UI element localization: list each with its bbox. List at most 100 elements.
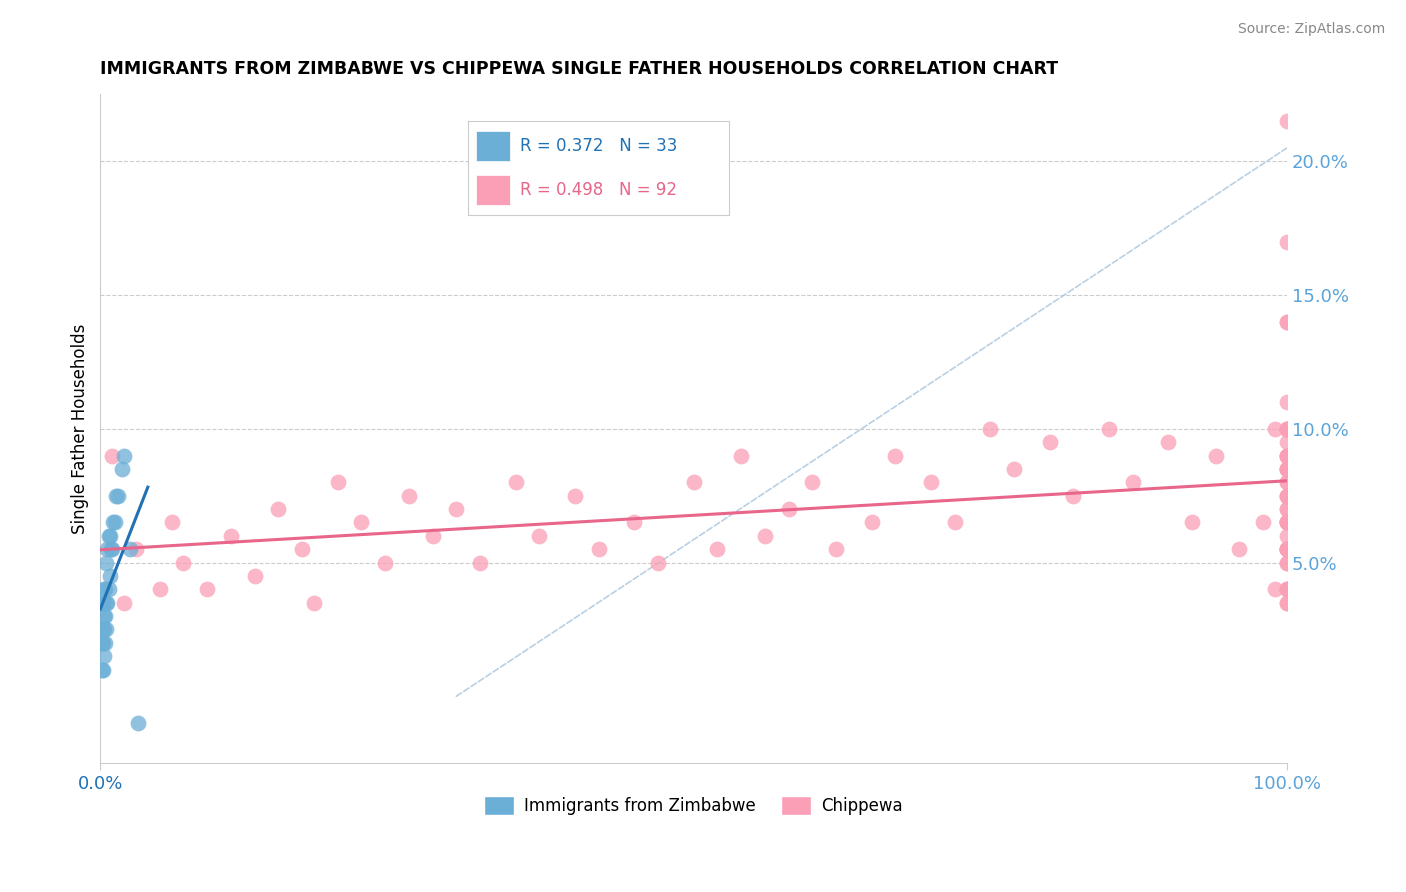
Point bbox=[91, 596, 114, 610]
Point bbox=[825, 542, 848, 557]
Point bbox=[96, 542, 118, 557]
Point bbox=[1275, 422, 1298, 436]
Point bbox=[1275, 114, 1298, 128]
Point bbox=[1275, 475, 1298, 490]
Point bbox=[1002, 462, 1025, 476]
Point bbox=[1275, 516, 1298, 530]
Point bbox=[1275, 462, 1298, 476]
Point bbox=[94, 609, 117, 624]
Point bbox=[1275, 582, 1298, 597]
Point bbox=[302, 596, 325, 610]
Point bbox=[291, 542, 314, 557]
Point bbox=[1275, 516, 1298, 530]
Point bbox=[1275, 542, 1298, 557]
Point bbox=[1205, 449, 1227, 463]
Point bbox=[94, 582, 117, 597]
Point bbox=[326, 475, 349, 490]
Text: IMMIGRANTS FROM ZIMBABWE VS CHIPPEWA SINGLE FATHER HOUSEHOLDS CORRELATION CHART: IMMIGRANTS FROM ZIMBABWE VS CHIPPEWA SIN… bbox=[100, 60, 1059, 78]
Point bbox=[91, 663, 114, 677]
Point bbox=[943, 516, 966, 530]
Point bbox=[1275, 582, 1298, 597]
Point bbox=[90, 636, 112, 650]
Point bbox=[1275, 449, 1298, 463]
Point bbox=[195, 582, 218, 597]
Y-axis label: Single Father Households: Single Father Households bbox=[72, 324, 89, 534]
Point bbox=[118, 542, 141, 557]
Point bbox=[101, 449, 124, 463]
Point bbox=[93, 609, 115, 624]
Point bbox=[96, 596, 118, 610]
Point bbox=[1275, 542, 1298, 557]
Point bbox=[1275, 596, 1298, 610]
Point bbox=[1275, 596, 1298, 610]
Point bbox=[730, 449, 752, 463]
Point bbox=[93, 623, 115, 637]
Point bbox=[111, 462, 134, 476]
Point bbox=[90, 663, 112, 677]
Point bbox=[647, 556, 669, 570]
Point bbox=[1275, 422, 1298, 436]
Point bbox=[97, 582, 120, 597]
Point bbox=[1275, 489, 1298, 503]
Point bbox=[1039, 435, 1062, 450]
Point bbox=[112, 449, 135, 463]
Point bbox=[706, 542, 728, 557]
Point bbox=[172, 556, 194, 570]
Point bbox=[1275, 502, 1298, 516]
Point bbox=[1098, 422, 1121, 436]
Point bbox=[97, 529, 120, 543]
Point bbox=[374, 556, 396, 570]
Point bbox=[219, 529, 242, 543]
Point bbox=[96, 556, 118, 570]
Point bbox=[160, 516, 183, 530]
Point bbox=[91, 636, 114, 650]
Point bbox=[1275, 462, 1298, 476]
Point bbox=[112, 596, 135, 610]
Point bbox=[1275, 542, 1298, 557]
Point bbox=[243, 569, 266, 583]
Point bbox=[98, 569, 121, 583]
Point bbox=[1275, 475, 1298, 490]
Point bbox=[1157, 435, 1180, 450]
Point bbox=[1275, 435, 1298, 450]
Point bbox=[1275, 315, 1298, 329]
Text: Source: ZipAtlas.com: Source: ZipAtlas.com bbox=[1237, 22, 1385, 37]
Point bbox=[125, 542, 148, 557]
Point bbox=[1181, 516, 1204, 530]
Point bbox=[422, 529, 444, 543]
Point bbox=[98, 529, 121, 543]
Point bbox=[1275, 422, 1298, 436]
Point bbox=[564, 489, 586, 503]
Point bbox=[623, 516, 645, 530]
Point bbox=[149, 582, 172, 597]
Point bbox=[1275, 516, 1298, 530]
Point bbox=[468, 556, 491, 570]
Point bbox=[1275, 449, 1298, 463]
Point bbox=[1264, 582, 1286, 597]
Point bbox=[100, 542, 122, 557]
Point bbox=[754, 529, 776, 543]
Point bbox=[1275, 556, 1298, 570]
Point bbox=[1062, 489, 1084, 503]
Point bbox=[1275, 449, 1298, 463]
Point bbox=[801, 475, 824, 490]
Point bbox=[103, 516, 125, 530]
Point bbox=[1275, 582, 1298, 597]
Point bbox=[860, 516, 883, 530]
Point bbox=[1229, 542, 1251, 557]
Point bbox=[1275, 502, 1298, 516]
Point bbox=[1275, 395, 1298, 409]
Point bbox=[1275, 489, 1298, 503]
Point bbox=[1275, 235, 1298, 249]
Point bbox=[398, 489, 420, 503]
Point bbox=[1275, 462, 1298, 476]
Point bbox=[93, 649, 115, 664]
Point bbox=[778, 502, 800, 516]
Point bbox=[1275, 542, 1298, 557]
Legend: Immigrants from Zimbabwe, Chippewa: Immigrants from Zimbabwe, Chippewa bbox=[478, 789, 910, 822]
Point bbox=[107, 489, 129, 503]
Point bbox=[90, 596, 112, 610]
Point bbox=[588, 542, 610, 557]
Point bbox=[104, 516, 127, 530]
Point bbox=[505, 475, 527, 490]
